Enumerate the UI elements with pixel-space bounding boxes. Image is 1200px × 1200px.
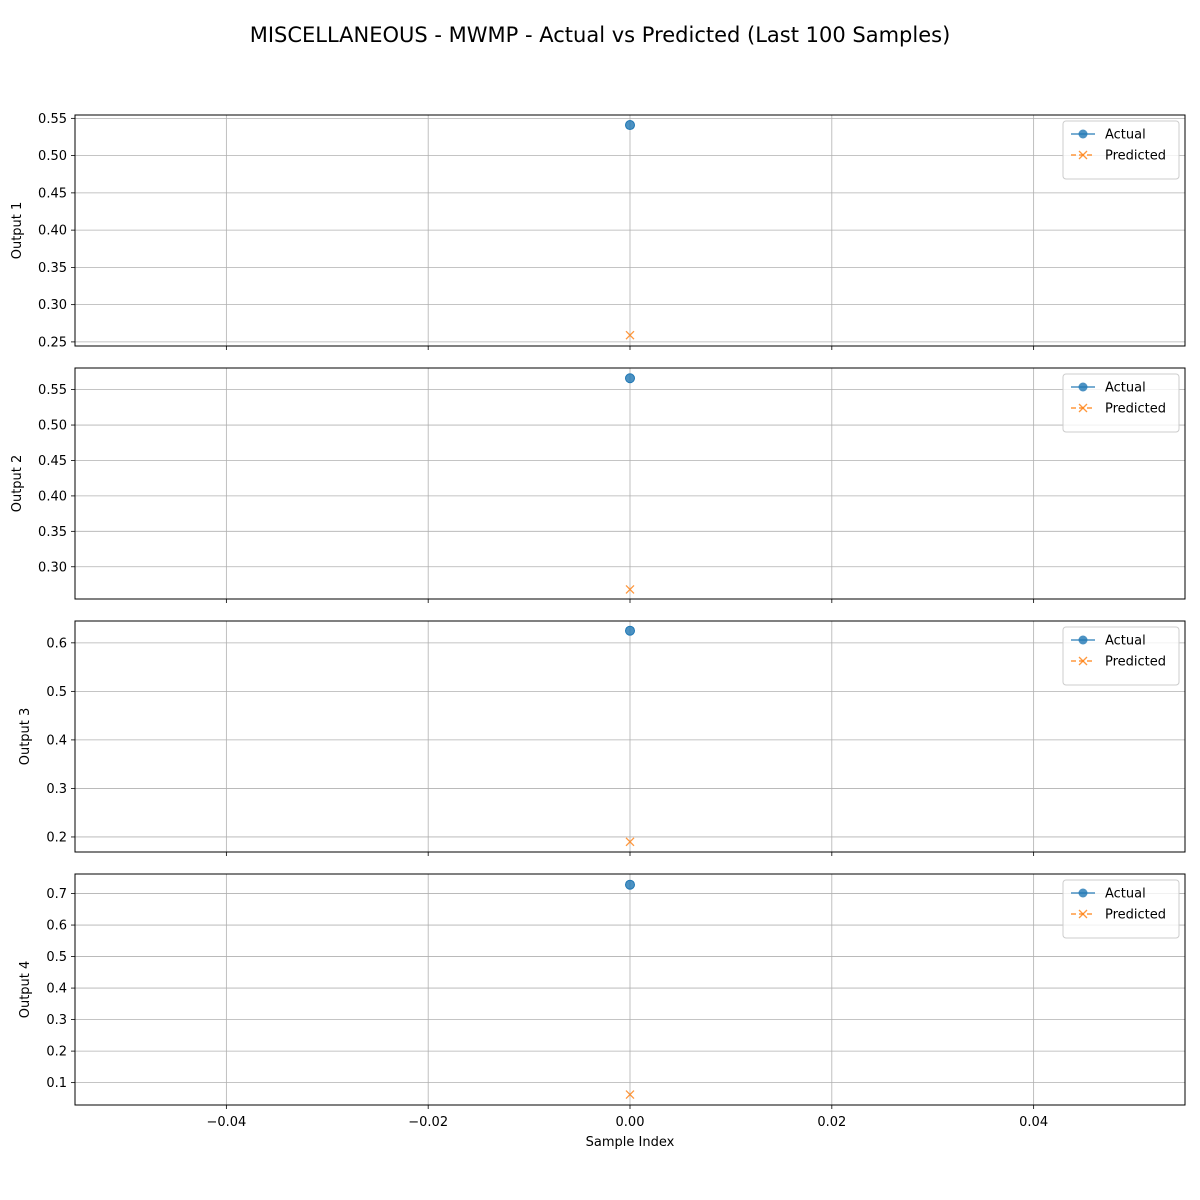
y-tick-label: 0.40: [38, 224, 67, 239]
legend: Actual Predicted: [1062, 879, 1180, 939]
legend-actual-marker: [1078, 382, 1088, 392]
x-tick-label: 0.02: [817, 1115, 846, 1130]
axes-frame: [74, 620, 1186, 853]
axes-frame: [74, 873, 1186, 1106]
y-tick-label: 0.3: [46, 1013, 67, 1028]
legend-actual-label: Actual: [1105, 634, 1146, 649]
legend: Actual Predicted: [1062, 626, 1180, 686]
legend-actual-label: Actual: [1105, 128, 1146, 143]
actual-point: [625, 879, 635, 890]
y-tick-label: 0.30: [38, 298, 67, 313]
y-tick-label: 0.45: [38, 186, 67, 201]
x-axis-label: Sample Index: [586, 1135, 675, 1150]
subplot-3: 0.2 0.3 0.4 0.5 0.6 Output 3 Actual Predicted: [18, 620, 1186, 856]
subplot-2: 0.30 0.35 0.40 0.45 0.50 0.55 Output 2 Actual Pr…: [10, 367, 1186, 603]
y-tick-label: 0.5: [46, 685, 67, 700]
figure-title: MISCELLANEOUS - MWMP - Actual vs Predict…: [250, 23, 951, 47]
predicted-point: [625, 330, 635, 340]
y-tick-label: 0.5: [46, 950, 67, 965]
x-tick-label: −0.02: [408, 1115, 448, 1130]
y-tick-label: 0.55: [38, 383, 67, 398]
y-tick-label: 0.40: [38, 489, 67, 504]
legend-predicted-label: Predicted: [1105, 149, 1166, 164]
y-tick-label: 0.2: [46, 830, 67, 845]
legend-predicted-marker: [1078, 656, 1088, 666]
legend-box: [1062, 626, 1180, 686]
y-tick-label: 0.2: [46, 1045, 67, 1060]
y-axis-label: Output 1: [10, 202, 25, 260]
y-tick-label: 0.3: [46, 782, 67, 797]
x-tick-label: 0.04: [1019, 1115, 1048, 1130]
y-tick-label: 0.1: [46, 1076, 67, 1091]
legend-box: [1062, 879, 1180, 939]
y-tick-label: 0.35: [38, 261, 67, 276]
legend-actual-marker: [1078, 635, 1088, 645]
y-axis-label: Output 3: [18, 708, 33, 766]
y-tick-label: 0.25: [38, 335, 67, 350]
legend-actual-label: Actual: [1105, 381, 1146, 396]
y-tick-label: 0.4: [46, 982, 67, 997]
legend-predicted-marker: [1078, 403, 1088, 413]
legend-predicted-label: Predicted: [1105, 908, 1166, 923]
legend-actual-marker: [1078, 129, 1088, 139]
y-axis-label: Output 2: [10, 455, 25, 513]
x-tick-label: 0.00: [616, 1115, 645, 1130]
subplot-1: 0.25 0.30 0.35 0.40 0.45 0.50 0.55 Output 1 Actu…: [10, 112, 1186, 350]
y-tick-label: 0.50: [38, 419, 67, 434]
legend-predicted-label: Predicted: [1105, 655, 1166, 670]
legend-box: [1062, 120, 1180, 180]
y-tick-label: 0.50: [38, 149, 67, 164]
x-tick-label: −0.04: [206, 1115, 246, 1130]
legend-predicted-marker: [1078, 150, 1088, 160]
legend: Actual Predicted: [1062, 120, 1180, 180]
subplots: 0.25 0.30 0.35 0.40 0.45 0.50 0.55 Output 1 Actu…: [10, 112, 1186, 1130]
axes-frame: [74, 114, 1186, 347]
legend-actual-label: Actual: [1105, 887, 1146, 902]
y-tick-label: 0.4: [46, 733, 67, 748]
y-axis-label: Output 4: [18, 961, 33, 1019]
legend: Actual Predicted: [1062, 373, 1180, 433]
y-tick-label: 0.55: [38, 112, 67, 127]
predicted-point: [625, 837, 635, 847]
subplot-4: −0.04 −0.02 0.00 0.02 0.04 0.1 0.2 0.3 0.4 0.5 0.6…: [18, 873, 1186, 1130]
legend-actual-marker: [1078, 888, 1088, 898]
legend-predicted-marker: [1078, 909, 1088, 919]
y-tick-label: 0.6: [46, 636, 67, 651]
predicted-point: [625, 1090, 635, 1100]
y-tick-label: 0.45: [38, 454, 67, 469]
actual-point: [625, 373, 635, 384]
actual-point: [625, 120, 635, 131]
legend-box: [1062, 373, 1180, 433]
y-tick-label: 0.30: [38, 560, 67, 575]
y-tick-label: 0.7: [46, 887, 67, 902]
legend-predicted-label: Predicted: [1105, 402, 1166, 417]
y-tick-label: 0.6: [46, 919, 67, 934]
y-tick-label: 0.35: [38, 525, 67, 540]
predicted-point: [625, 584, 635, 594]
axes-frame: [74, 367, 1186, 600]
actual-point: [625, 625, 635, 636]
